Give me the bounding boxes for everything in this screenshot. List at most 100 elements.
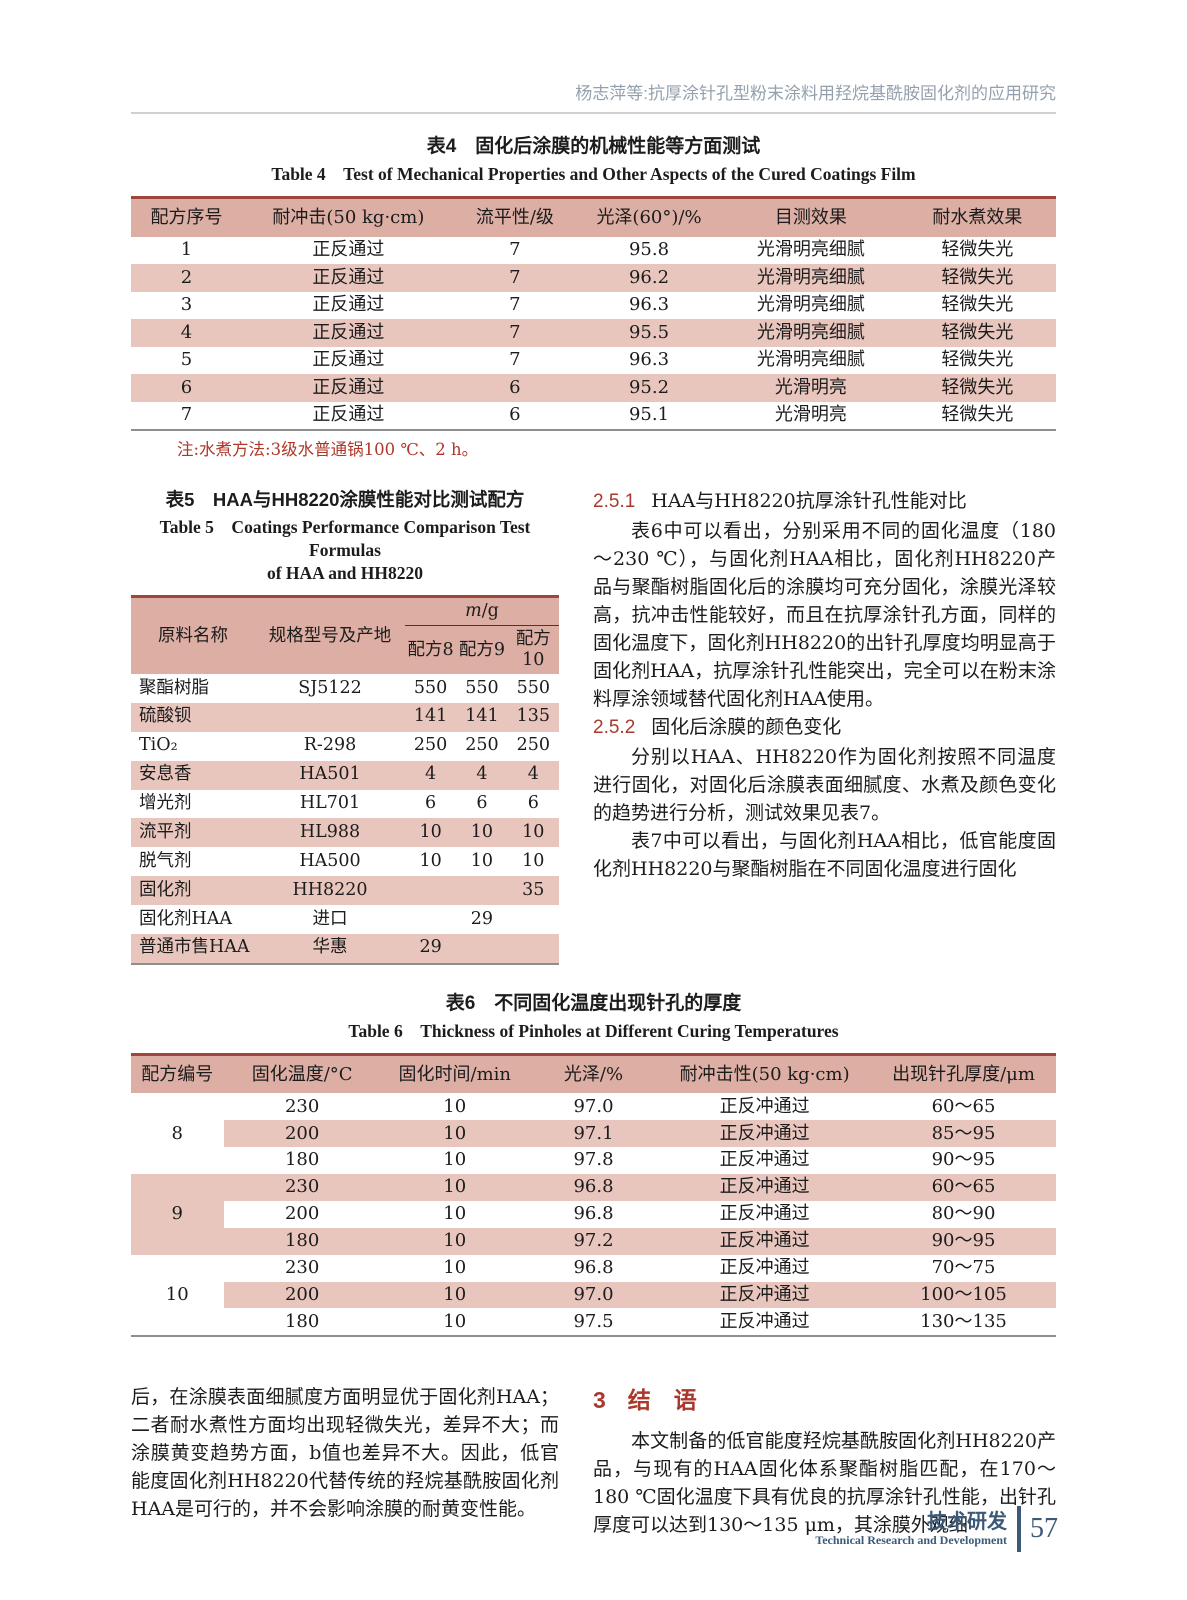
cell: 10 [443, 1095, 467, 1117]
cell: 6 [425, 793, 437, 814]
table-row: 硫酸钡 141 141 135 [131, 702, 559, 732]
cell: 10 [404, 818, 457, 848]
cell: 轻微失光 [898, 319, 1056, 347]
cell: 550 [516, 677, 551, 698]
table-row: TiO₂ R-298 250 250 250 [131, 732, 559, 761]
table5-col-f8: 配方8 [404, 625, 457, 675]
cell: 96.8 [573, 1256, 614, 1278]
table-row: 200 10 97.0 正反冲通过 100～105 [131, 1281, 1056, 1309]
table-row: 普通市售HAA 华惠 29 [131, 933, 559, 964]
cell: 95.8 [628, 239, 670, 261]
cell [255, 702, 405, 732]
cell: 180 [284, 1149, 320, 1171]
table-row: 3 正反通过 7 96.3 光滑明亮细腻 轻微失光 [131, 292, 1056, 320]
cell: 正反通过 [242, 264, 455, 292]
cell: 华惠 [255, 933, 405, 964]
cell: 96.8 [573, 1203, 614, 1225]
cell: 安息香 [131, 760, 256, 790]
table6: 配方编号 固化温度/°C 固化时间/min 光泽/% 耐冲击性(50 kg·cm… [131, 1052, 1056, 1338]
cell: 550 [465, 677, 499, 698]
cell: 正反冲通过 [719, 1256, 810, 1278]
cell: 光滑明亮 [723, 374, 899, 402]
section-2-5-2-paragraph-2: 表7中可以看出，与固化剂HAA相比，低官能度固化剂HH8220与聚酯树脂在不同固… [593, 830, 1056, 881]
cell: 光滑明亮细腻 [723, 264, 899, 292]
cell: 7 [509, 294, 521, 316]
cell: 硫酸钡 [131, 702, 256, 732]
group-label: 10 [165, 1283, 189, 1305]
cell: 轻微失光 [941, 404, 1014, 426]
cell: 固化剂 [131, 876, 256, 906]
cell: 10 [507, 818, 559, 848]
cell [456, 933, 508, 964]
cell: 97.5 [573, 1310, 614, 1332]
cell: HA501 [255, 760, 405, 790]
table5-caption-en-line2: of HAA and HH8220 [266, 563, 424, 584]
table-row: 增光剂 HL701 6 6 6 [131, 790, 559, 819]
table6-col-header: 光泽/% [528, 1054, 659, 1094]
cell: 正反冲通过 [658, 1227, 871, 1255]
cell: R-298 [303, 735, 357, 756]
cell: 6 [527, 793, 539, 814]
cell: 230 [223, 1174, 381, 1201]
table5-col-f9: 配方9 [456, 625, 508, 675]
cell: 光滑明亮细腻 [756, 239, 865, 261]
text-column: 2.5.1 HAA与HH8220抗厚涂针孔性能对比 表6中可以看出，分别采用不同的… [593, 487, 1056, 965]
table4-col-header: 耐水煮效果 [898, 197, 1056, 237]
cell: HH8220 [255, 876, 405, 906]
cell: 97.0 [573, 1095, 614, 1117]
table4-col-header: 流平性/级 [454, 197, 575, 237]
section-3-heading: 3 结 语 [593, 1385, 1056, 1415]
cell: 轻微失光 [941, 349, 1014, 371]
cell: 10 [380, 1174, 529, 1201]
table-row: 10 230 10 96.8 正反冲通过 70～75 [131, 1255, 1056, 1305]
cell: 6 [454, 374, 575, 402]
table4-col-header: 耐冲击(50 kg·cm) [242, 197, 455, 237]
cell: 90～95 [871, 1227, 1056, 1255]
table4: 配方序号 耐冲击(50 kg·cm) 流平性/级 光泽(60°)/% 目测效果 … [131, 196, 1056, 432]
cell: 6 [131, 374, 242, 402]
cell: 正反冲通过 [658, 1120, 871, 1148]
table4-caption-en: Table 4 Test of Mechanical Properties an… [271, 164, 916, 184]
cell: 5 [180, 349, 193, 371]
cell: 4 [507, 760, 559, 790]
cell: 4 [404, 760, 457, 790]
cell: 29 [470, 908, 494, 929]
cell: HL701 [299, 793, 361, 814]
section-number: 3 [593, 1387, 606, 1414]
table6-col-header: 出现针孔厚度/μm [871, 1054, 1056, 1094]
table4-header-row: 配方序号 耐冲击(50 kg·cm) 流平性/级 光泽(60°)/% 目测效果 … [131, 197, 1056, 237]
cell: 141 [404, 702, 457, 732]
cell: 光滑明亮细腻 [756, 294, 865, 316]
cell [456, 876, 508, 906]
cell: 95.2 [575, 374, 723, 402]
section-title: HAA与HH8220抗厚涂针孔性能对比 [651, 490, 967, 513]
cell: 35 [507, 876, 559, 906]
cell: 230 [284, 1095, 320, 1117]
table-row: 2 正反通过 7 96.2 光滑明亮细腻 轻微失光 [131, 264, 1056, 292]
mass-unit: /g [481, 601, 499, 622]
cell: 97.0 [528, 1281, 659, 1309]
cell: 轻微失光 [898, 264, 1056, 292]
cell [404, 876, 457, 906]
cell: 光滑明亮细腻 [756, 349, 865, 371]
bottom-right-column: 3 结 语 本文制备的低官能度羟烷基酰胺固化剂HH8220产品，与现有的HAA固化… [593, 1383, 1056, 1539]
table5-header-row1: 原料名称 规格型号及产地 m/g [131, 596, 559, 675]
cell: 轻微失光 [941, 239, 1014, 261]
cell: 97.2 [528, 1227, 659, 1255]
cell: 10 [456, 818, 508, 848]
cell: 2 [131, 264, 242, 292]
section-number: 2.5.1 [593, 491, 636, 513]
cell: 7 [454, 319, 575, 347]
cell: 固化剂HAA [139, 908, 233, 929]
cell: 10 [380, 1281, 529, 1309]
cell [405, 905, 456, 934]
middle-columns: 表5 HAA与HH8220涂膜性能对比测试配方 Table 5 Coatings… [131, 487, 1056, 965]
cell: 脱气剂 [139, 850, 192, 871]
cell: HL988 [255, 818, 405, 848]
cell: 增光剂 [139, 793, 192, 814]
table6-block: 表6 不同固化温度出现针孔的厚度 Table 6 Thickness of Pi… [131, 991, 1056, 1338]
running-head: 杨志萍等:抗厚涂针孔型粉末涂料用羟烷基酰胺固化剂的应用研究 [575, 84, 1056, 103]
cell: 200 [223, 1120, 381, 1148]
table-row: 4 正反通过 7 95.5 光滑明亮细腻 轻微失光 [131, 319, 1056, 347]
cell: 550 [413, 677, 448, 698]
